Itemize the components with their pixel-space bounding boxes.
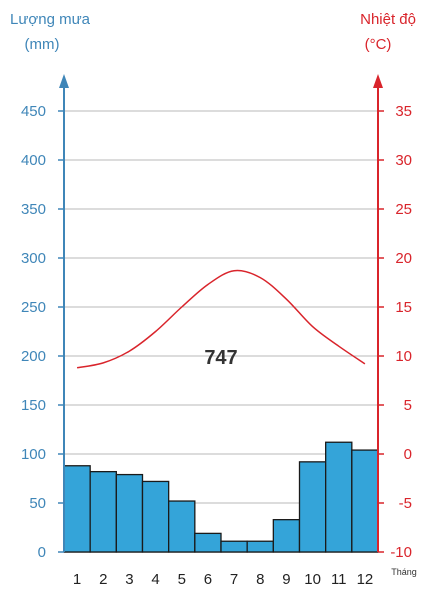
rainfall-bar [141,480,170,553]
rainfall-bar [246,540,274,553]
x-tick-label: 9 [282,571,290,588]
left-tick-label: 300 [21,250,46,267]
x-tick-label: 4 [151,571,159,588]
left-tick-label: 250 [21,299,46,316]
right-axis-unit: (°C) [365,36,392,53]
left-tick-label: 100 [21,446,46,463]
rainfall-bar [115,473,144,553]
left-axis-unit: (mm) [25,36,60,53]
left-tick-label: 150 [21,397,46,414]
x-tick-label: 2 [99,571,107,588]
right-tick-label: 35 [395,103,412,120]
x-axis-unit-label: Tháng [391,567,417,577]
right-tick-label: -10 [390,544,412,561]
right-tick-label: 20 [395,250,412,267]
x-tick-label: 1 [73,571,81,588]
x-axis-ticks: 1 2 3 4 5 6 7 8 9 10 11 12 [73,571,373,588]
right-tick-label: 30 [395,152,412,169]
left-tick-label: 350 [21,201,46,218]
right-tick-label: 25 [395,201,412,218]
rainfall-bar [325,441,353,553]
left-tick-label: 450 [21,103,46,120]
left-tick-label: 200 [21,348,46,365]
x-tick-label: 5 [178,571,186,588]
rainfall-bar [272,519,301,553]
right-axis-ticks: -10 -5 0 5 10 15 20 25 30 35 [378,103,412,561]
x-tick-label: 11 [331,571,347,588]
right-tick-label: 5 [404,397,412,414]
right-axis-arrow [373,74,383,88]
rainfall-bar [220,540,248,553]
x-tick-label: 7 [230,571,238,588]
rainfall-bars [63,441,379,553]
right-tick-label: 15 [395,299,412,316]
temperature-line [76,269,366,369]
right-axis-title: Nhiệt độ [360,11,416,28]
left-axis-title: Lượng mưa [10,11,91,28]
x-tick-label: 3 [125,571,133,588]
x-tick-label: 8 [256,571,264,588]
left-tick-label: 400 [21,152,46,169]
rainfall-bar [63,465,91,553]
left-axis-arrow [59,74,69,88]
right-tick-label: -5 [399,495,412,512]
right-tick-label: 10 [395,348,412,365]
rainfall-bar [168,500,196,553]
rainfall-bar [351,449,379,553]
annual-rainfall-annotation: 747 [204,347,237,369]
rainfall-bar [194,532,222,553]
rainfall-bar [298,461,327,553]
left-tick-label: 50 [29,495,46,512]
right-tick-label: 0 [404,446,412,463]
x-tick-label: 10 [304,571,321,588]
left-tick-label: 0 [38,544,46,561]
left-axis-ticks: 0 50 100 150 200 250 300 350 400 450 [21,103,64,561]
x-tick-label: 6 [204,571,212,588]
rainfall-bar [89,470,117,553]
x-tick-label: 12 [357,571,374,588]
